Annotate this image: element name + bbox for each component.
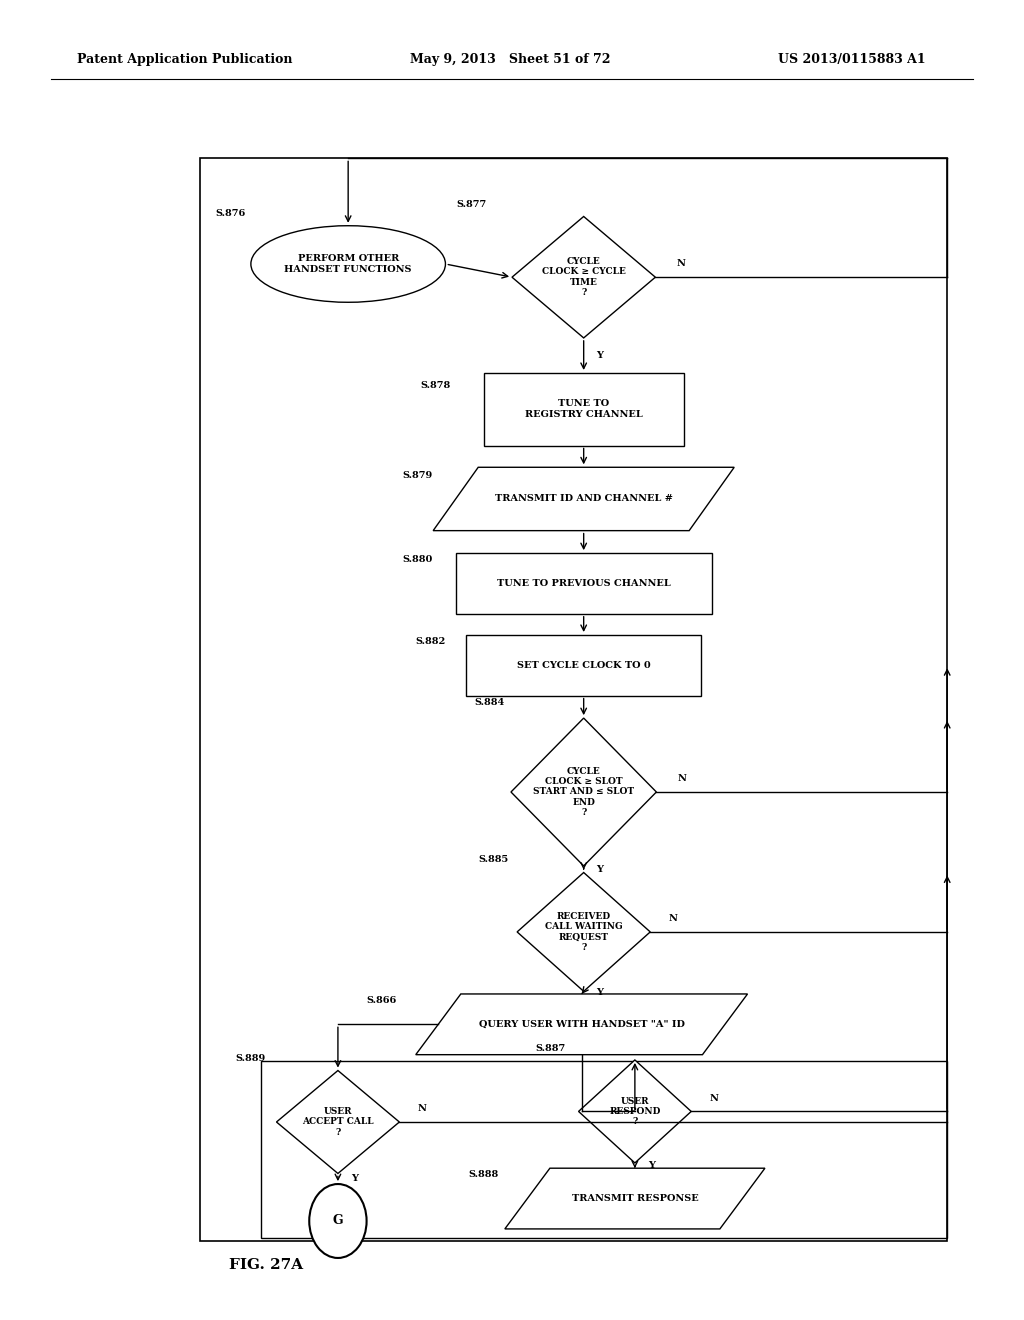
Text: N: N [418,1105,426,1113]
Text: G: G [333,1214,343,1228]
Text: TRANSMIT ID AND CHANNEL #: TRANSMIT ID AND CHANNEL # [495,495,673,503]
Text: CYCLE
CLOCK ≥ CYCLE
TIME
?: CYCLE CLOCK ≥ CYCLE TIME ? [542,257,626,297]
FancyBboxPatch shape [483,372,684,446]
Polygon shape [276,1071,399,1173]
Text: N: N [677,260,685,268]
Polygon shape [505,1168,765,1229]
Polygon shape [512,216,655,338]
Text: S.884: S.884 [474,698,505,706]
FancyBboxPatch shape [456,553,712,614]
Text: CYCLE
CLOCK ≥ SLOT
START AND ≤ SLOT
END
?: CYCLE CLOCK ≥ SLOT START AND ≤ SLOT END … [534,767,634,817]
Text: S.876: S.876 [215,210,246,218]
Text: USER
RESPOND
?: USER RESPOND ? [609,1097,660,1126]
Text: S.877: S.877 [456,201,486,209]
Text: Y: Y [597,865,603,874]
Text: TUNE TO PREVIOUS CHANNEL: TUNE TO PREVIOUS CHANNEL [497,579,671,587]
Text: Y: Y [648,1162,654,1170]
Text: S.889: S.889 [236,1055,266,1063]
Circle shape [309,1184,367,1258]
Text: QUERY USER WITH HANDSET "A" ID: QUERY USER WITH HANDSET "A" ID [478,1020,685,1028]
Text: USER
ACCEPT CALL
?: USER ACCEPT CALL ? [302,1107,374,1137]
Text: S.866: S.866 [367,997,397,1005]
Text: S.887: S.887 [536,1044,566,1052]
Text: S.880: S.880 [402,556,433,564]
Text: Y: Y [597,351,603,360]
Polygon shape [517,873,650,991]
Text: S.882: S.882 [415,638,445,645]
Polygon shape [579,1060,691,1163]
Text: Y: Y [351,1175,357,1183]
Text: TRANSMIT RESPONSE: TRANSMIT RESPONSE [571,1195,698,1203]
Polygon shape [416,994,748,1055]
FancyBboxPatch shape [466,635,701,696]
Text: S.885: S.885 [478,855,509,863]
Polygon shape [511,718,656,866]
Text: PERFORM OTHER
HANDSET FUNCTIONS: PERFORM OTHER HANDSET FUNCTIONS [285,255,412,273]
Text: N: N [678,775,686,783]
Text: SET CYCLE CLOCK TO 0: SET CYCLE CLOCK TO 0 [517,661,650,669]
Text: RECEIVED
CALL WAITING
REQUEST
?: RECEIVED CALL WAITING REQUEST ? [545,912,623,952]
Text: TUNE TO
REGISTRY CHANNEL: TUNE TO REGISTRY CHANNEL [525,400,642,418]
Text: S.878: S.878 [420,381,451,389]
Text: US 2013/0115883 A1: US 2013/0115883 A1 [778,53,926,66]
Text: N: N [710,1094,718,1102]
Text: N: N [669,915,677,923]
Bar [261,1061,947,1238]
Text: Patent Application Publication: Patent Application Publication [77,53,292,66]
Text: S.879: S.879 [402,471,433,479]
Text: Y: Y [597,989,603,997]
Polygon shape [433,467,734,531]
Text: S.888: S.888 [468,1171,499,1179]
Text: May 9, 2013   Sheet 51 of 72: May 9, 2013 Sheet 51 of 72 [410,53,610,66]
Bar [200,158,947,1241]
Ellipse shape [251,226,445,302]
Text: FIG. 27A: FIG. 27A [229,1258,303,1271]
